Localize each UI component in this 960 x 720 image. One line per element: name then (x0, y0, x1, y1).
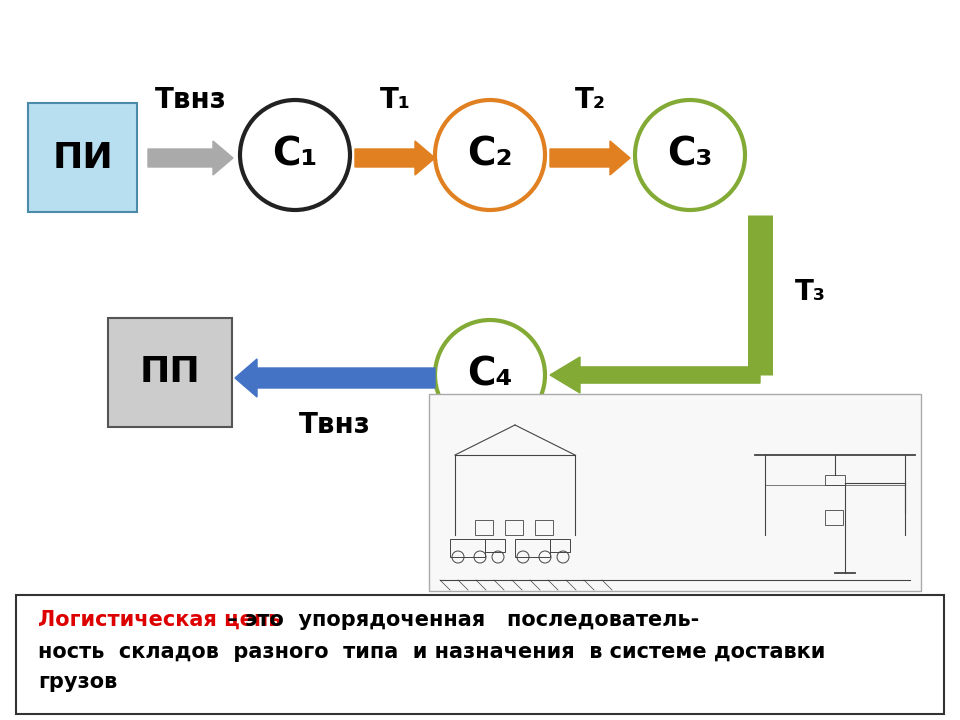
Bar (505, 520, 523, 535)
FancyArrow shape (550, 357, 760, 393)
FancyArrow shape (235, 359, 435, 397)
Text: С₃: С₃ (667, 136, 712, 174)
FancyArrow shape (550, 141, 630, 175)
FancyBboxPatch shape (429, 394, 921, 591)
Text: Твнз: Твнз (300, 411, 371, 439)
FancyBboxPatch shape (16, 595, 944, 714)
FancyArrow shape (355, 141, 435, 175)
FancyBboxPatch shape (108, 318, 232, 427)
Circle shape (435, 100, 545, 210)
Text: грузов: грузов (38, 672, 117, 692)
Bar (485, 539, 505, 552)
Text: С₂: С₂ (468, 136, 513, 174)
Text: Логистическая цепь: Логистическая цепь (38, 610, 281, 630)
Text: С₄: С₄ (468, 356, 513, 394)
Circle shape (635, 100, 745, 210)
Text: ность  складов  разного  типа  и назначения  в системе доставки: ность складов разного типа и назначения … (38, 642, 826, 662)
Text: Т₂: Т₂ (574, 86, 606, 114)
Bar (550, 539, 570, 552)
Circle shape (435, 320, 545, 430)
Text: Твнз: Твнз (156, 86, 227, 114)
Text: С₁: С₁ (273, 136, 318, 174)
Circle shape (240, 100, 350, 210)
Text: – это  упорядоченная   последователь-: – это упорядоченная последователь- (220, 610, 699, 630)
Bar (535, 520, 553, 535)
Bar (825, 475, 845, 485)
FancyArrow shape (148, 141, 233, 175)
Text: Т₁: Т₁ (379, 86, 411, 114)
Bar (450, 539, 485, 557)
Bar (515, 539, 550, 557)
Text: ПП: ПП (139, 356, 201, 390)
Text: Т₃: Т₃ (795, 278, 826, 306)
FancyBboxPatch shape (28, 103, 137, 212)
Bar (825, 510, 843, 525)
Bar (475, 520, 493, 535)
Text: ПИ: ПИ (52, 140, 113, 174)
